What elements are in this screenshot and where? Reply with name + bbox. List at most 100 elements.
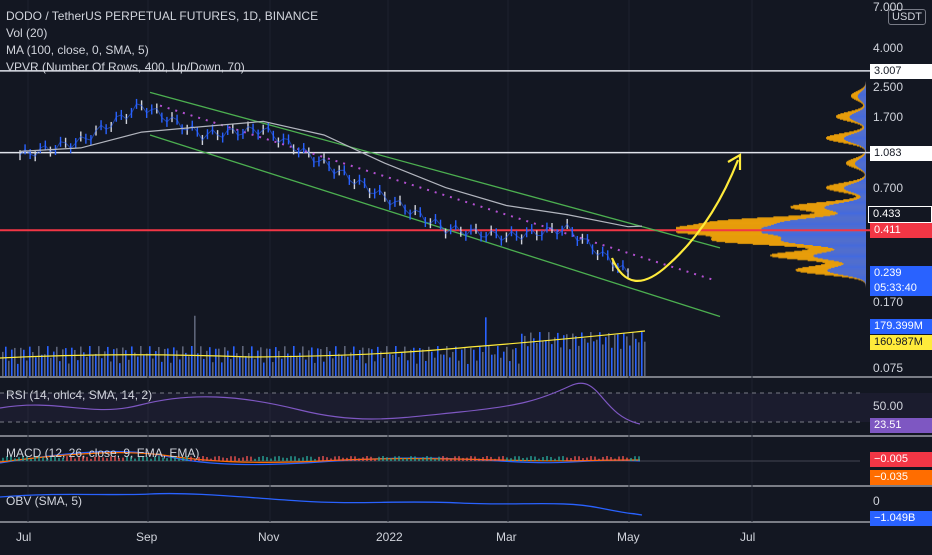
volume-bar	[281, 359, 283, 376]
volume-bar	[149, 346, 151, 376]
macd-histogram-bar	[562, 456, 564, 461]
volume-bar	[53, 352, 55, 376]
volume-bar	[8, 361, 10, 376]
volume-bar	[200, 346, 202, 376]
macd-histogram-bar	[210, 459, 212, 461]
macd-histogram-bar	[450, 458, 452, 461]
macd-histogram-bar	[446, 457, 448, 461]
volume-bar	[284, 346, 286, 376]
volume-bar	[113, 349, 115, 376]
ma-price-tag: 0.433	[868, 206, 932, 223]
time-tick: Mar	[496, 530, 517, 544]
volume-bar	[446, 346, 448, 376]
macd-histogram-bar	[422, 457, 424, 461]
volume-bar	[89, 346, 91, 376]
volume-bar	[407, 360, 409, 376]
volume-bar	[131, 346, 133, 376]
volume-bar	[323, 362, 325, 376]
volume-bar	[14, 348, 16, 376]
volume-bar	[467, 364, 469, 376]
macd-histogram-bar	[334, 456, 336, 461]
legend-volume[interactable]: Vol (20)	[6, 25, 318, 42]
macd-histogram-bar	[306, 456, 308, 461]
macd-histogram-bar	[418, 458, 420, 461]
macd-histogram-bar	[474, 456, 476, 461]
volume-bar	[623, 333, 625, 376]
macd-histogram-bar	[490, 457, 492, 461]
volume-bar	[260, 347, 262, 376]
volume-bar	[62, 349, 64, 376]
macd-histogram-bar	[390, 458, 392, 461]
volume-bar	[632, 332, 634, 376]
legend-vpvr[interactable]: VPVR (Number Of Rows, 400, Up/Down, 70)	[6, 59, 318, 76]
macd-histogram-bar	[410, 456, 412, 461]
macd-histogram-bar	[222, 458, 224, 461]
rsi-label[interactable]: RSI (14, ohlc4, SMA, 14, 2)	[6, 388, 152, 402]
volume-bar	[50, 358, 52, 376]
macd-histogram-bar	[398, 456, 400, 461]
macd-histogram-bar	[498, 457, 500, 461]
macd-histogram-bar	[206, 457, 208, 461]
volume-bar	[452, 352, 454, 376]
volume-bar	[473, 350, 475, 376]
volume-bar	[482, 352, 484, 376]
macd-histogram-bar	[594, 457, 596, 461]
volume-bar	[107, 347, 109, 376]
legend-ma[interactable]: MA (100, close, 0, SMA, 5)	[6, 42, 318, 59]
volume-bar	[638, 342, 640, 376]
volume-bar	[5, 347, 7, 376]
macd-histogram-bar	[226, 458, 228, 461]
volume-bar	[188, 356, 190, 376]
volume-bar	[611, 348, 613, 376]
price-tick: 2.500	[873, 80, 903, 94]
volume-bar	[302, 346, 304, 376]
macd-histogram-bar	[302, 457, 304, 461]
volume-bar	[119, 363, 121, 376]
volume-value-tag: 179.399M	[870, 319, 932, 334]
volume-bar	[572, 334, 574, 376]
volume-bar	[86, 357, 88, 376]
volume-bar	[575, 336, 577, 376]
macd-label[interactable]: MACD (12, 26, close, 9, EMA, EMA)	[6, 446, 199, 460]
macd-histogram-bar	[282, 458, 284, 461]
volume-bar	[317, 348, 319, 376]
volume-bar	[617, 334, 619, 376]
volume-bar	[437, 346, 439, 376]
price-tick: 0.075	[873, 361, 903, 375]
volume-bar	[527, 346, 529, 376]
macd-histogram-bar	[394, 456, 396, 461]
macd-histogram-bar	[502, 456, 504, 461]
volume-bar	[41, 355, 43, 376]
volume-bar	[488, 346, 490, 376]
macd-histogram-bar	[626, 458, 628, 461]
volume-bar	[152, 359, 154, 376]
volume-bar	[506, 347, 508, 376]
volume-bar	[110, 361, 112, 376]
volume-bar	[164, 349, 166, 376]
volume-ma-tag: 160.987M	[870, 335, 932, 350]
countdown-tag: 05:33:40	[870, 281, 932, 296]
macd-histogram-bar	[462, 458, 464, 461]
volume-bar	[593, 341, 595, 376]
volume-bar	[419, 348, 421, 376]
volume-bar	[194, 316, 196, 376]
volume-bar	[596, 340, 598, 376]
volume-bar	[374, 361, 376, 376]
volume-bar	[74, 350, 76, 376]
macd-histogram-bar	[294, 456, 296, 461]
volume-bar	[308, 350, 310, 376]
volume-bar	[497, 346, 499, 376]
volume-bar	[56, 347, 58, 376]
chart-title[interactable]: DODO / TetherUS PERPETUAL FUTURES, 1D, B…	[6, 8, 318, 25]
volume-bar	[383, 358, 385, 376]
volume-bar	[116, 348, 118, 376]
obv-label[interactable]: OBV (SMA, 5)	[6, 494, 82, 508]
volume-bar	[584, 339, 586, 376]
macd-histogram-bar	[518, 456, 520, 461]
volume-bar	[371, 349, 373, 376]
macd-histogram-bar	[522, 458, 524, 461]
volume-bar	[347, 357, 349, 376]
volume-bar	[362, 348, 364, 376]
